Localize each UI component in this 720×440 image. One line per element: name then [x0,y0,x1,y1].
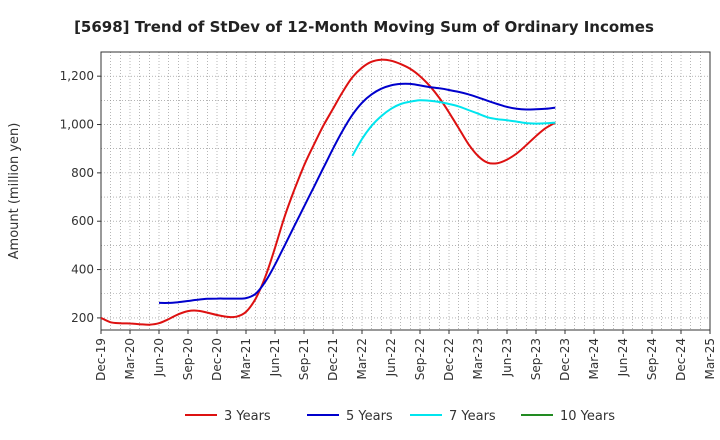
x-tick-label: Sep-21 [297,338,311,380]
x-tick-label: Sep-23 [529,338,543,380]
x-tick-label: Mar-21 [239,338,253,379]
series-line-7-years [351,99,556,157]
y-tick-label: 200 [71,311,94,325]
gridlines [101,52,710,330]
y-tick-label: 600 [71,214,94,228]
legend-label-3-years: 3 Years [224,409,271,424]
x-tick-label: Mar-20 [123,338,137,379]
x-tick-label: Dec-23 [558,338,572,381]
x-tick-label: Jun-23 [500,338,514,377]
plot-area [100,51,711,331]
x-tick-label: Sep-20 [181,338,195,380]
x-tick-label: Sep-24 [645,338,659,380]
y-tick-label: 1,000 [60,118,94,132]
x-tick-label: Jun-22 [384,338,398,377]
x-tick-label: Jun-24 [616,338,630,377]
x-tick-label: Sep-22 [413,338,427,380]
series-line-3-years [100,58,556,326]
x-tick-label: Jun-21 [268,338,282,377]
y-axis-label: Amount (million yen) [7,123,22,260]
y-tick-label: 400 [71,263,94,277]
y-tick-label: 800 [71,166,94,180]
legend-label-10-years: 10 Years [560,409,615,424]
x-tick-label: Dec-22 [442,338,456,381]
chart-title: [5698] Trend of StDev of 12-Month Moving… [74,18,654,36]
x-tick-label: Mar-24 [587,338,601,379]
series-line-5-years [158,82,556,304]
series-group [100,58,556,326]
x-tick-label: Mar-23 [471,338,485,379]
x-tick-label: Mar-22 [355,338,369,379]
x-tick-label: Jun-20 [152,338,166,377]
legend: 3 Years 5 Years 7 Years 10 Years [185,409,615,424]
legend-label-7-years: 7 Years [449,409,496,424]
x-tick-label: Dec-19 [94,338,108,381]
x-axis: Dec-19 Mar-20 Jun-20 Sep-20 Dec-20 Mar-21 Jun-… [94,330,717,381]
legend-label-5-years: 5 Years [346,409,393,424]
y-axis: 200 400 600 800 1,000 1,200 [60,69,101,325]
x-tick-label: Dec-21 [326,338,340,381]
x-tick-label: Dec-20 [210,338,224,381]
y-tick-label: 1,200 [60,69,94,83]
x-tick-label: Dec-24 [674,338,688,381]
x-tick-label: Mar-25 [703,338,717,379]
